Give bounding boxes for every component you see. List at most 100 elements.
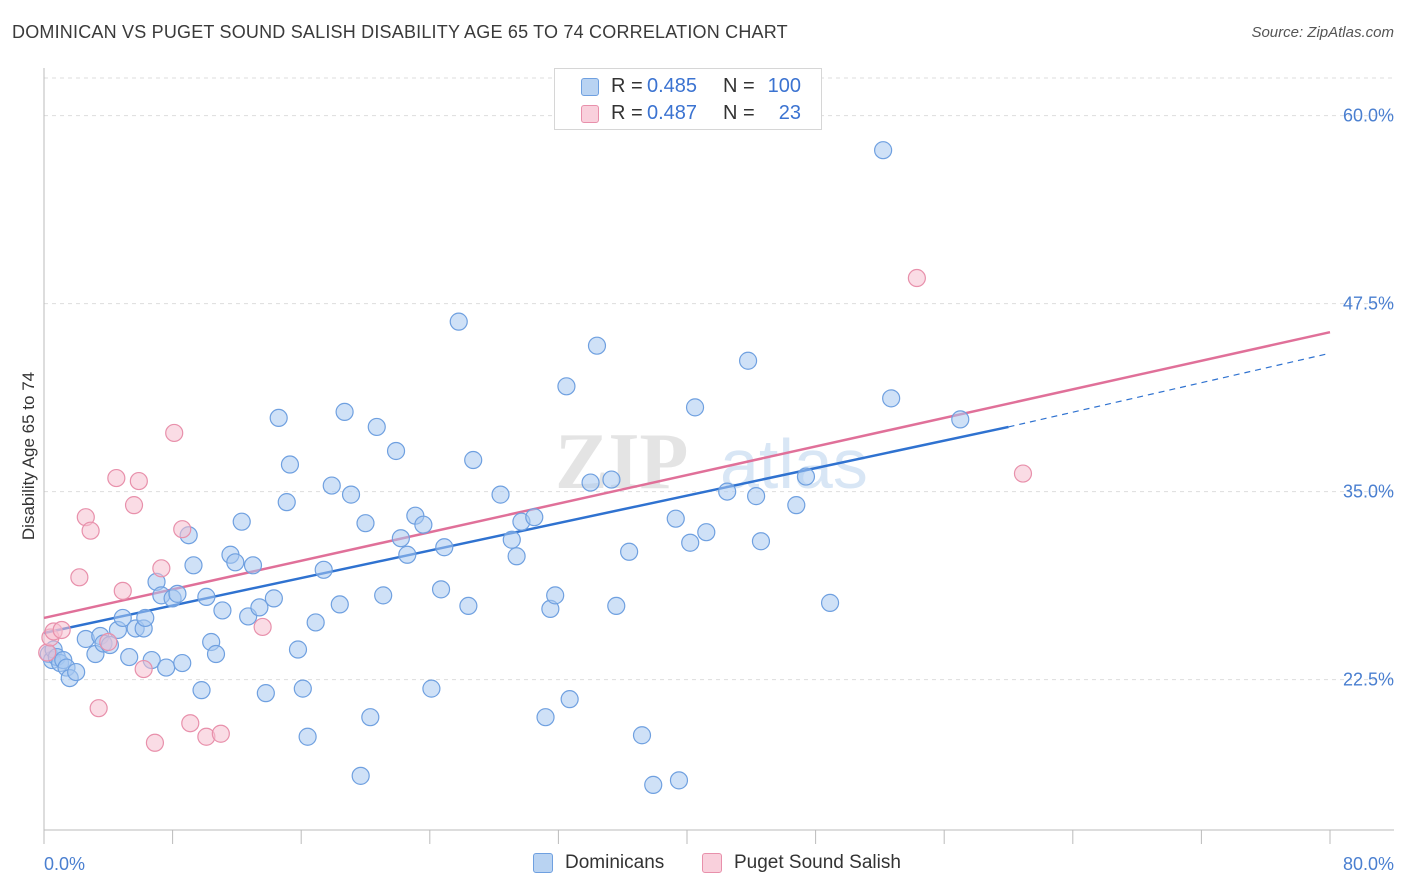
data-point-salish (1013, 464, 1033, 483)
legend-n-label: N = (723, 75, 755, 97)
data-point-dominicans (184, 556, 203, 575)
data-point-dominicans (256, 684, 275, 703)
axes (43, 68, 1394, 844)
data-point-salish (145, 733, 165, 752)
data-point-dominicans (136, 608, 155, 628)
data-point-salish (165, 423, 184, 443)
trend-line-dominicans-extension (1008, 352, 1331, 428)
data-point-dominicans (288, 640, 308, 659)
data-point-dominicans (669, 771, 689, 790)
data-point-dominicans (113, 608, 132, 628)
data-point-dominicans (747, 487, 766, 506)
data-point-dominicans (685, 398, 705, 417)
data-point-salish (107, 468, 126, 488)
data-point-dominicans (587, 336, 607, 355)
data-point-dominicans (666, 509, 685, 528)
x-tick-label-max: 80.0% (1343, 854, 1394, 874)
data-point-dominicans (243, 556, 263, 575)
bottom-legend-swatch-salish (702, 853, 722, 873)
data-point-dominicans (502, 530, 521, 549)
data-point-dominicans (449, 312, 468, 331)
data-point-dominicans (361, 708, 380, 727)
data-point-dominicans (173, 653, 192, 673)
data-point-dominicans (632, 726, 652, 745)
series-dominicans-points (39, 141, 970, 794)
data-point-dominicans (525, 508, 544, 527)
data-point-dominicans (602, 470, 621, 489)
data-point-dominicans (620, 542, 639, 561)
data-point-dominicans (557, 377, 576, 396)
data-point-dominicans (120, 647, 139, 667)
data-point-salish (89, 699, 108, 718)
data-point-dominicans (681, 533, 700, 552)
data-point-dominicans (820, 593, 840, 612)
data-point-dominicans (67, 662, 86, 682)
data-point-dominicans (464, 450, 483, 470)
series-salish-points (38, 268, 1033, 752)
data-point-dominicans (607, 596, 626, 616)
data-point-dominicans (197, 587, 216, 606)
data-point-salish (52, 620, 71, 640)
data-point-dominicans (264, 589, 283, 608)
data-point-dominicans (951, 410, 970, 429)
legend-swatch-dominicans (581, 78, 599, 96)
data-point-dominicans (226, 553, 245, 572)
data-point-salish (129, 471, 148, 491)
bottom-legend-swatch-dominicans (533, 853, 553, 873)
data-point-dominicans (431, 580, 451, 599)
data-point-dominicans (581, 473, 600, 492)
y-tick-labels: 22.5% 35.0% 47.5% 60.0% (1343, 106, 1394, 690)
correlation-legend: R = 0.485 N = 100 R = 0.487 N = 23 (554, 68, 822, 130)
svg-text:ZIP: ZIP (555, 418, 688, 506)
legend-r-value: 0.485 (647, 75, 698, 97)
data-point-dominicans (435, 538, 454, 557)
data-point-dominicans (330, 595, 349, 614)
data-point-dominicans (560, 690, 579, 709)
data-point-dominicans (335, 402, 354, 421)
data-point-salish (113, 581, 132, 600)
x-tick-label-min: 0.0% (44, 854, 85, 874)
data-point-dominicans (192, 681, 211, 700)
data-point-dominicans (314, 560, 333, 579)
data-point-salish (152, 559, 171, 578)
legend-r-label: R = (611, 75, 643, 97)
data-point-dominicans (386, 441, 406, 461)
data-point-dominicans (751, 532, 771, 551)
data-point-dominicans (374, 586, 393, 605)
data-point-dominicans (351, 766, 370, 785)
data-point-dominicans (874, 141, 893, 160)
bottom-legend-label: Dominicans (565, 852, 665, 873)
data-point-dominicans (277, 493, 296, 512)
data-point-salish (99, 632, 118, 652)
data-point-dominicans (398, 545, 417, 564)
bottom-legend-label: Puget Sound Salish (734, 852, 901, 873)
data-point-dominicans (787, 496, 806, 515)
legend-r-label: R = (611, 102, 643, 124)
data-point-dominicans (459, 596, 478, 616)
chart-source: Source: ZipAtlas.com (1251, 24, 1394, 41)
chart-title: DOMINICAN VS PUGET SOUND SALISH DISABILI… (12, 22, 788, 42)
data-point-dominicans (168, 584, 187, 603)
data-point-salish (124, 496, 144, 515)
data-point-dominicans (206, 644, 226, 664)
data-point-salish (134, 659, 153, 679)
y-tick-label: 35.0% (1343, 482, 1394, 502)
data-point-dominicans (250, 598, 269, 617)
legend-r-value: 0.487 (647, 102, 698, 124)
svg-text:atlas: atlas (720, 425, 868, 503)
watermark: ZIP atlas (555, 418, 868, 506)
data-point-dominicans (157, 658, 176, 677)
data-point-dominicans (536, 708, 555, 727)
data-point-dominicans (718, 482, 737, 501)
data-point-dominicans (414, 515, 433, 534)
data-point-dominicans (356, 514, 375, 533)
data-point-dominicans (697, 523, 716, 542)
data-point-salish (181, 714, 200, 733)
trend-line-salish (43, 330, 1331, 620)
data-point-salish (211, 724, 230, 743)
data-point-dominicans (882, 389, 901, 408)
data-point-dominicans (738, 351, 758, 370)
legend-n-value: 100 (767, 75, 801, 97)
data-point-salish (173, 520, 192, 539)
